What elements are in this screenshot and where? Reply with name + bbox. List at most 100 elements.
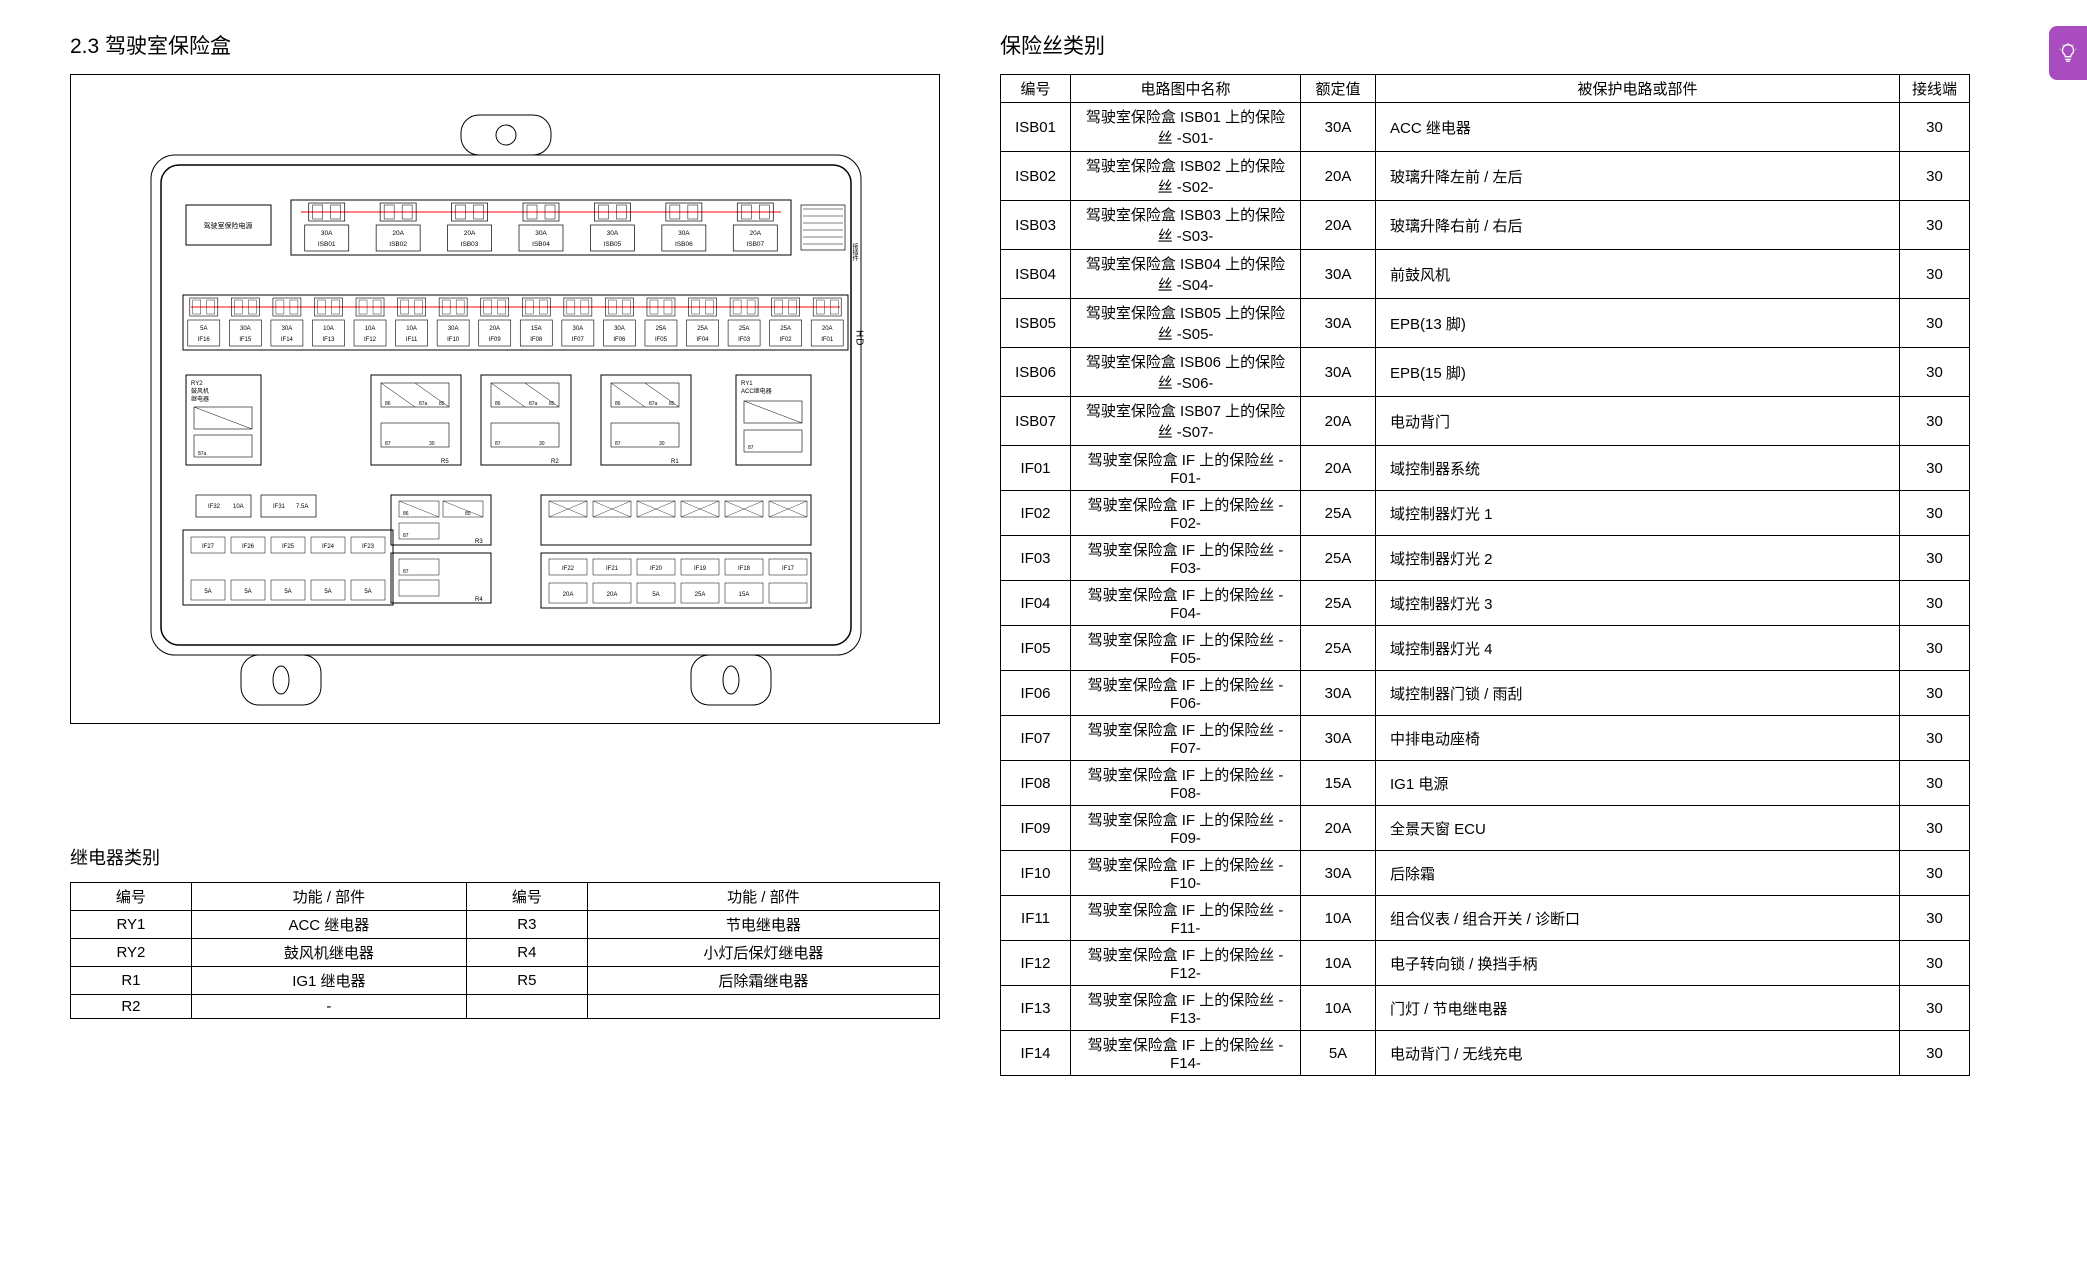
svg-text:20A: 20A	[392, 230, 404, 237]
svg-text:87: 87	[385, 441, 391, 447]
svg-text:IF26: IF26	[242, 544, 255, 550]
svg-text:5A: 5A	[204, 589, 211, 595]
table-row: IF06驾驶室保险盒 IF 上的保险丝 -F06-30A域控制器门锁 / 雨刮3…	[1001, 671, 1970, 716]
svg-text:驾驶室保险电源: 驾驶室保险电源	[204, 221, 253, 230]
table-row: R1IG1 继电器R5后除霜继电器	[71, 967, 940, 995]
svg-text:IF17: IF17	[782, 566, 795, 572]
svg-text:ISB03: ISB03	[461, 241, 479, 248]
svg-text:IF18: IF18	[738, 566, 751, 572]
svg-text:20A: 20A	[749, 230, 761, 237]
svg-text:IF12: IF12	[364, 337, 377, 343]
lightbulb-icon	[2057, 42, 2079, 64]
relay-header: 编号	[71, 883, 192, 911]
svg-text:ISB06: ISB06	[675, 241, 693, 248]
svg-text:15A: 15A	[531, 326, 542, 332]
svg-text:R4: R4	[475, 597, 483, 603]
svg-text:鼓风机: 鼓风机	[191, 387, 209, 395]
svg-text:86: 86	[385, 401, 391, 407]
relay-table: 编号功能 / 部件编号功能 / 部件 RY1ACC 继电器R3节电继电器RY2鼓…	[70, 882, 940, 1019]
svg-text:IF08: IF08	[530, 337, 543, 343]
svg-text:87: 87	[403, 533, 409, 539]
svg-text:R1: R1	[671, 459, 679, 465]
svg-text:86: 86	[403, 511, 409, 517]
svg-text:IF01: IF01	[821, 337, 834, 343]
svg-text:87a: 87a	[529, 401, 538, 407]
table-row: IF10驾驶室保险盒 IF 上的保险丝 -F10-30A后除霜30	[1001, 851, 1970, 896]
svg-text:接插件: 接插件	[851, 242, 858, 262]
svg-text:IF21: IF21	[606, 566, 619, 572]
svg-text:IF31: IF31	[273, 504, 286, 510]
svg-text:25A: 25A	[695, 592, 706, 598]
svg-text:IF27: IF27	[202, 544, 215, 550]
relay-header: 功能 / 部件	[587, 883, 939, 911]
svg-text:25A: 25A	[739, 326, 750, 332]
svg-text:IF04: IF04	[697, 337, 710, 343]
svg-text:ISB07: ISB07	[746, 241, 764, 248]
svg-text:HD: HD	[854, 330, 865, 346]
svg-text:86: 86	[615, 401, 621, 407]
table-row: IF01驾驶室保险盒 IF 上的保险丝 -F01-20A域控制器系统30	[1001, 446, 1970, 491]
help-button[interactable]	[2049, 26, 2087, 80]
relay-header: 功能 / 部件	[191, 883, 466, 911]
svg-text:ACC继电器: ACC继电器	[741, 387, 772, 395]
svg-text:IF22: IF22	[562, 566, 575, 572]
svg-text:10A: 10A	[365, 326, 376, 332]
svg-text:30A: 30A	[614, 326, 625, 332]
svg-text:30: 30	[539, 441, 545, 447]
svg-text:25A: 25A	[656, 326, 667, 332]
svg-text:30: 30	[429, 441, 435, 447]
svg-text:IF09: IF09	[489, 337, 502, 343]
fuse-table: 编号电路图中名称额定值被保护电路或部件接线端 ISB01驾驶室保险盒 ISB01…	[1000, 74, 1970, 1076]
svg-text:87: 87	[615, 441, 621, 447]
svg-text:IF24: IF24	[322, 544, 335, 550]
relay-section-title: 继电器类别	[70, 844, 940, 870]
svg-text:IF16: IF16	[198, 337, 211, 343]
svg-text:30A: 30A	[282, 326, 293, 332]
svg-text:30A: 30A	[573, 326, 584, 332]
svg-text:5A: 5A	[200, 326, 207, 332]
svg-text:5A: 5A	[244, 589, 251, 595]
svg-text:继电器: 继电器	[191, 395, 209, 403]
svg-text:IF19: IF19	[694, 566, 707, 572]
table-row: IF13驾驶室保险盒 IF 上的保险丝 -F13-10A门灯 / 节电继电器30	[1001, 986, 1970, 1031]
svg-text:ISB05: ISB05	[604, 241, 622, 248]
table-row: IF07驾驶室保险盒 IF 上的保险丝 -F07-30A中排电动座椅30	[1001, 716, 1970, 761]
fuse-header: 被保护电路或部件	[1376, 75, 1900, 103]
svg-text:IF03: IF03	[738, 337, 751, 343]
svg-text:IF14: IF14	[281, 337, 294, 343]
table-row: ISB01驾驶室保险盒 ISB01 上的保险丝 -S01-30AACC 继电器3…	[1001, 103, 1970, 152]
svg-text:25A: 25A	[697, 326, 708, 332]
table-row: ISB03驾驶室保险盒 ISB03 上的保险丝 -S03-20A玻璃升降右前 /…	[1001, 201, 1970, 250]
svg-text:20A: 20A	[489, 326, 500, 332]
table-row: IF04驾驶室保险盒 IF 上的保险丝 -F04-25A域控制器灯光 330	[1001, 581, 1970, 626]
svg-text:5A: 5A	[652, 592, 659, 598]
svg-text:5A: 5A	[364, 589, 371, 595]
table-row: IF11驾驶室保险盒 IF 上的保险丝 -F11-10A组合仪表 / 组合开关 …	[1001, 896, 1970, 941]
svg-text:RY2: RY2	[191, 381, 203, 387]
svg-text:85: 85	[439, 401, 445, 407]
svg-text:IF15: IF15	[239, 337, 252, 343]
svg-text:IF07: IF07	[572, 337, 585, 343]
fusebox-diagram: 驾驶室保险电源30AISB0120AISB0220AISB0330AISB043…	[70, 74, 940, 724]
svg-text:85: 85	[465, 511, 471, 517]
svg-text:IF23: IF23	[362, 544, 375, 550]
table-row: RY2鼓风机继电器R4小灯后保灯继电器	[71, 939, 940, 967]
svg-text:87a: 87a	[198, 451, 207, 457]
svg-text:R3: R3	[475, 539, 483, 545]
svg-text:ISB02: ISB02	[389, 241, 407, 248]
svg-text:IF10: IF10	[447, 337, 460, 343]
table-row: IF12驾驶室保险盒 IF 上的保险丝 -F12-10A电子转向锁 / 换挡手柄…	[1001, 941, 1970, 986]
svg-text:IF32: IF32	[208, 504, 221, 510]
svg-text:20A: 20A	[607, 592, 618, 598]
svg-text:IF05: IF05	[655, 337, 668, 343]
relay-header: 编号	[466, 883, 587, 911]
svg-text:30: 30	[659, 441, 665, 447]
table-row: RY1ACC 继电器R3节电继电器	[71, 911, 940, 939]
svg-text:87a: 87a	[419, 401, 428, 407]
table-row: ISB04驾驶室保险盒 ISB04 上的保险丝 -S04-30A前鼓风机30	[1001, 250, 1970, 299]
svg-text:15A: 15A	[739, 592, 750, 598]
svg-text:86: 86	[495, 401, 501, 407]
table-row: IF05驾驶室保险盒 IF 上的保险丝 -F05-25A域控制器灯光 430	[1001, 626, 1970, 671]
svg-text:25A: 25A	[780, 326, 791, 332]
svg-text:ISB01: ISB01	[318, 241, 336, 248]
